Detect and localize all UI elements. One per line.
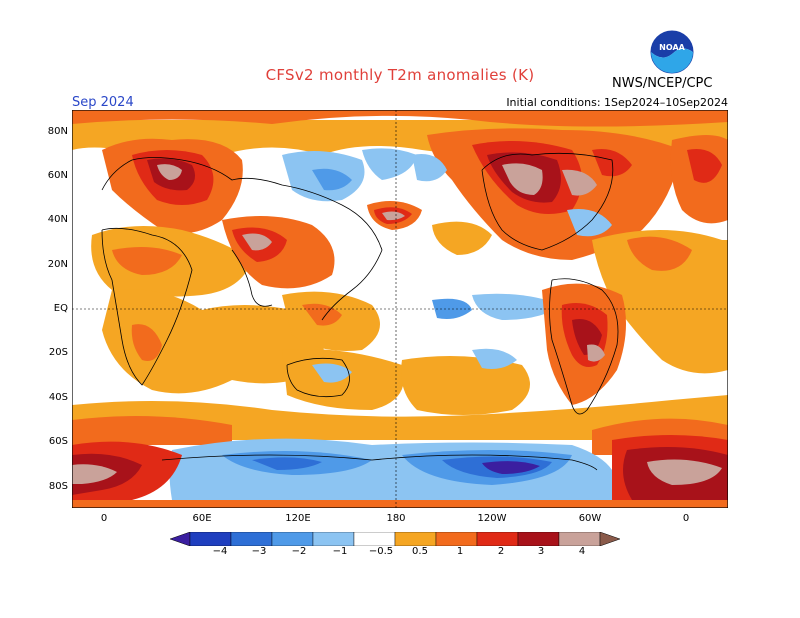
colorbar-arrow-high [599, 532, 621, 546]
lat-label: 20N [47, 259, 68, 270]
colorbar-label: 0.5 [412, 546, 428, 557]
lat-label: 20S [48, 347, 68, 358]
lat-label: 40N [47, 214, 68, 225]
lat-label: 80N [47, 126, 68, 137]
lon-label: 180 [386, 513, 406, 524]
lon-label: 120E [285, 513, 311, 524]
colorbar-label: 2 [497, 546, 505, 557]
colorbar-label: −4 [212, 546, 228, 557]
anomaly-map [72, 110, 728, 508]
lon-label: 60E [192, 513, 212, 524]
noaa-logo: NOAA [650, 30, 694, 74]
lat-label: 60N [47, 170, 68, 181]
lon-label: 120W [477, 513, 507, 524]
lon-label: 0 [682, 513, 690, 524]
colorbar-label: −1 [332, 546, 348, 557]
colorbar-label: −3 [251, 546, 267, 557]
lon-label: 60W [578, 513, 602, 524]
colorbar-label: 4 [578, 546, 586, 557]
lat-label: 80S [48, 481, 68, 492]
colorbar-segment [353, 532, 396, 546]
colorbar-label: −0.5 [368, 546, 394, 557]
colorbar-segment [271, 532, 314, 546]
colorbar-segment [189, 532, 232, 546]
lat-label: 60S [48, 436, 68, 447]
colorbar-segment [394, 532, 437, 546]
coastlines [101, 152, 619, 471]
colorbar-segment [312, 532, 355, 546]
lat-label: EQ [53, 303, 68, 314]
colorbar-arrow-low [170, 532, 191, 546]
map-title: CFSv2 monthly T2m anomalies (K) [265, 66, 535, 84]
colorbar-label: 1 [456, 546, 464, 557]
colorbar-segment [476, 532, 519, 546]
colorbar-segment [558, 532, 601, 546]
valid-month: Sep 2024 [72, 95, 134, 110]
colorbar-label: 3 [537, 546, 545, 557]
lon-label: 0 [100, 513, 108, 524]
colorbar-segment [230, 532, 273, 546]
colorbar [170, 532, 621, 546]
agency-label: NWS/NCEP/CPC [612, 76, 713, 91]
reference-gridlines [72, 110, 728, 508]
colorbar-label: −2 [291, 546, 307, 557]
colorbar-segment [517, 532, 560, 546]
colorbar-segment [435, 532, 478, 546]
logo-text: NOAA [659, 43, 685, 52]
initial-conditions: Initial conditions: 1Sep2024–10Sep2024 [506, 96, 728, 109]
lat-label: 40S [48, 392, 68, 403]
